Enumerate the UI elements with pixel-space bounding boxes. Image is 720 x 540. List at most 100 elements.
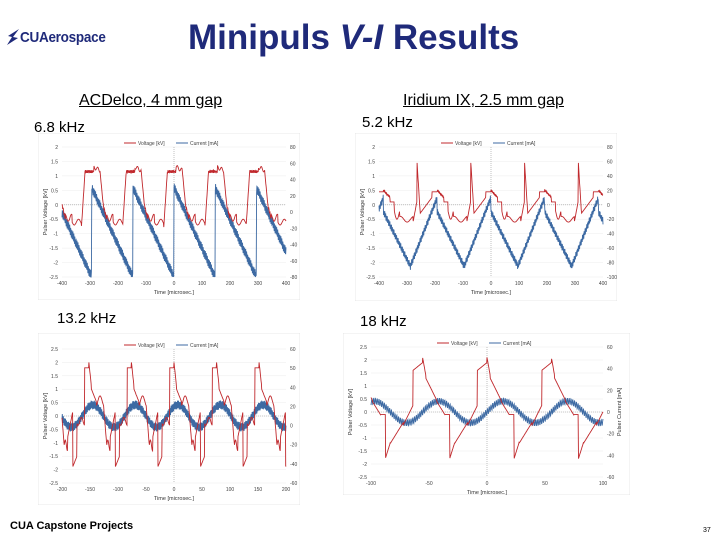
legend-voltage-label: Voltage [kV] — [455, 141, 482, 147]
y2-tick-label: 80 — [607, 145, 613, 151]
y-tick-label: -1.5 — [366, 246, 375, 252]
series-current — [370, 397, 604, 427]
y-tick-label: 0 — [55, 203, 58, 209]
y2-tick-label: 0 — [290, 424, 293, 430]
legend-current-label: Current [mA] — [190, 343, 219, 349]
legend-current-label: Current [mA] — [507, 141, 536, 147]
y-tick-label: 2 — [55, 360, 58, 366]
x-tick-label: 0 — [173, 487, 176, 493]
x-tick-label: -100 — [458, 281, 468, 287]
logo-text: CUAerospace — [20, 28, 106, 46]
freq-label-3: 13.2 kHz — [57, 310, 117, 327]
y2-tick-label: 40 — [290, 178, 296, 184]
y-tick-label: -1 — [54, 441, 59, 447]
y2-tick-label: -60 — [607, 475, 614, 481]
y-tick-label: -0.5 — [366, 217, 375, 223]
y2-tick-label: -40 — [607, 453, 614, 459]
y-tick-label: 0.5 — [368, 188, 375, 194]
y-tick-label: 1.5 — [368, 159, 375, 165]
y-tick-label: -2.5 — [358, 475, 367, 481]
chart-18khz: 2.5 2 1.5 1 0.5 0 -0.5 -1 -1.5 -2 -2.5 60 40 20 0 -20 -4… — [343, 333, 630, 495]
x-axis-label: Time [microsec.] — [154, 496, 195, 502]
y-tick-label: 1 — [372, 174, 375, 180]
x-tick-label: 300 — [571, 281, 580, 287]
y-tick-label: -1.5 — [49, 246, 58, 252]
y-tick-label: 2.5 — [360, 345, 367, 351]
y-axis-label: Pulser Voltage [kV] — [348, 388, 354, 435]
y2-axis-label: Pulser Current [mA] — [617, 387, 623, 436]
logo: CUAerospace — [6, 28, 115, 46]
y2-tick-label: 40 — [607, 367, 613, 373]
page-number: 37 — [703, 527, 711, 534]
x-tick-label: 100 — [599, 481, 608, 487]
chart-13-2khz: 2.521.510.50-0.5-1-1.5-2-2.5605040200-20… — [38, 333, 300, 505]
x-tick-label: -200 — [113, 281, 123, 287]
y-tick-label: -2.5 — [49, 275, 58, 281]
x-tick-label: 400 — [599, 281, 608, 287]
y2-tick-label: 20 — [607, 188, 613, 194]
y2-tick-label: -20 — [607, 217, 614, 223]
freq-label-4: 18 kHz — [360, 313, 407, 330]
x-tick-label: 200 — [282, 487, 291, 493]
y-tick-label: -1 — [363, 436, 368, 442]
x-tick-label: 0 — [490, 281, 493, 287]
y-tick-label: -1 — [54, 232, 59, 238]
x-tick-label: -50 — [142, 487, 149, 493]
y-tick-label: 2 — [372, 145, 375, 151]
right-column-heading: Iridium IX, 2.5 mm gap — [403, 92, 564, 109]
y-tick-label: -2 — [54, 468, 59, 474]
x-tick-label: -400 — [57, 281, 67, 287]
x-tick-label: 50 — [542, 481, 548, 487]
chart-frame — [38, 333, 300, 505]
y-tick-label: -0.5 — [49, 427, 58, 433]
left-column-heading: ACDelco, 4 mm gap — [79, 92, 223, 109]
legend-current-label: Current [mA] — [190, 141, 219, 147]
legend-voltage-label: Voltage [kV] — [138, 141, 165, 147]
y2-tick-label: 60 — [607, 345, 613, 351]
y-axis-label: Pulser Voltage [kV] — [360, 188, 366, 235]
y2-tick-label: -60 — [290, 259, 297, 265]
y2-tick-label: -40 — [290, 243, 297, 249]
chart-5-2khz: 21.510.50-0.5-1-1.5-2-2.5806040200-20-40… — [355, 133, 617, 301]
y-tick-label: 1.5 — [51, 374, 58, 380]
y2-tick-label: 60 — [290, 161, 296, 167]
y-tick-label: 0.5 — [360, 397, 367, 403]
legend-current-label: Current [mA] — [503, 341, 532, 347]
y2-tick-label: -80 — [607, 261, 614, 267]
y2-tick-label: -60 — [607, 246, 614, 252]
series-voltage — [379, 162, 604, 223]
footer-text: CUA Capstone Projects — [10, 520, 134, 532]
page-title: Minipuls V-I Results — [188, 18, 519, 58]
x-tick-label: 200 — [226, 281, 235, 287]
y2-tick-label: 50 — [290, 366, 296, 372]
y2-tick-label: 60 — [607, 159, 613, 165]
y2-tick-label: -60 — [290, 481, 297, 487]
x-tick-label: 400 — [282, 281, 291, 287]
y2-tick-label: 20 — [290, 404, 296, 410]
y-tick-label: 1 — [364, 384, 367, 390]
x-tick-label: 150 — [254, 487, 263, 493]
x-tick-label: -200 — [57, 487, 67, 493]
series-voltage — [61, 165, 287, 228]
freq-label-1: 6.8 kHz — [34, 119, 85, 136]
y-tick-label: -0.5 — [49, 217, 58, 223]
series-current — [61, 183, 287, 278]
y2-tick-label: -20 — [290, 226, 297, 232]
x-tick-label: -200 — [430, 281, 440, 287]
chart-frame — [355, 133, 617, 301]
y2-tick-label: -20 — [607, 432, 614, 438]
x-tick-label: 300 — [254, 281, 263, 287]
x-axis-label: Time [microsec.] — [154, 290, 195, 296]
series-current — [61, 400, 287, 432]
y-tick-label: 2.5 — [51, 347, 58, 353]
y-tick-label: 0.5 — [51, 401, 58, 407]
title-vi: V-I — [339, 18, 384, 57]
series-voltage — [61, 362, 287, 467]
y2-tick-label: -100 — [607, 275, 617, 281]
legend-voltage-label: Voltage [kV] — [138, 343, 165, 349]
x-tick-label: -300 — [402, 281, 412, 287]
x-tick-label: -300 — [85, 281, 95, 287]
y-tick-label: 0.5 — [51, 188, 58, 194]
title-part3: Results — [383, 18, 520, 57]
y2-tick-label: -40 — [607, 232, 614, 238]
